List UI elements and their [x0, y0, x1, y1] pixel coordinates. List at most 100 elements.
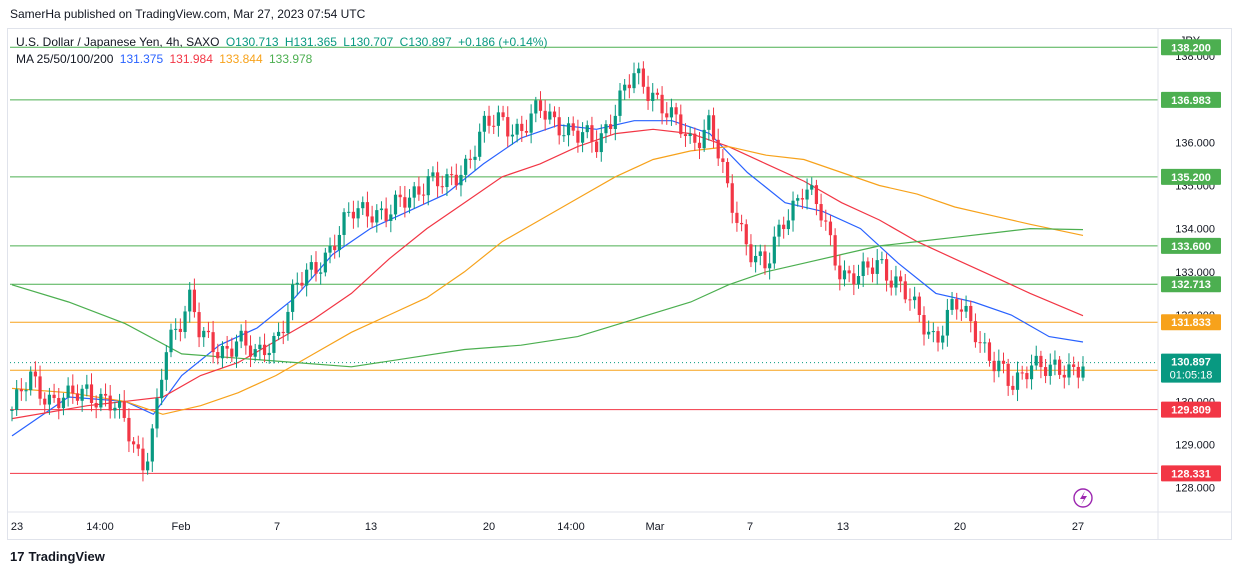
- candle-body: [440, 186, 444, 188]
- candle-body: [1067, 364, 1071, 378]
- candle-body: [749, 244, 753, 263]
- candle-body: [707, 115, 711, 130]
- level-tag-label: 138.200: [1171, 42, 1211, 54]
- candle-body: [15, 389, 19, 410]
- candle-body: [57, 398, 61, 409]
- candle-body: [983, 342, 987, 344]
- candle-body: [1062, 374, 1066, 378]
- brand-label: TradingView: [28, 549, 105, 564]
- ma25-value: 131.375: [119, 52, 164, 66]
- candle-body: [730, 183, 734, 213]
- candle-body: [1025, 373, 1029, 380]
- candle-body: [880, 259, 884, 261]
- candle-body: [393, 194, 398, 215]
- candle-body: [899, 276, 903, 282]
- candle-body: [566, 123, 571, 136]
- candle-body: [43, 398, 47, 405]
- candle-body: [959, 309, 964, 312]
- candle-body: [1058, 359, 1062, 375]
- flash-icon: [1073, 488, 1093, 508]
- tradingview-logo-icon: 17: [10, 549, 25, 564]
- candle-body: [992, 360, 996, 372]
- candle-body: [342, 212, 346, 235]
- candle-body: [478, 131, 482, 157]
- candle-body: [754, 255, 758, 263]
- candle-body: [192, 289, 196, 313]
- candle-body: [1034, 355, 1038, 366]
- candle-body: [136, 444, 140, 449]
- candle-body: [945, 309, 949, 336]
- tradingview-brand[interactable]: 17 TradingView: [10, 549, 105, 564]
- candle-body: [188, 289, 192, 312]
- x-tick-label: 27: [1072, 521, 1084, 533]
- candle-body: [856, 276, 861, 285]
- candle-body: [47, 394, 52, 405]
- candle-body: [632, 73, 636, 89]
- candle-body: [538, 100, 543, 111]
- candle-body: [739, 222, 744, 225]
- candle-body: [225, 346, 229, 349]
- ma50-value: 131.984: [169, 52, 213, 66]
- candle-body: [164, 352, 168, 380]
- candle-body: [276, 331, 281, 336]
- candle-body: [492, 125, 496, 127]
- symbol-name[interactable]: U.S. Dollar / Japanese Yen, 4h, SAXO: [16, 35, 220, 49]
- x-tick-label: Feb: [172, 521, 191, 533]
- candle-body: [637, 68, 641, 74]
- candle-body: [660, 94, 664, 114]
- candle-body: [585, 125, 589, 133]
- candle-body: [426, 176, 430, 196]
- candle-body: [239, 330, 243, 342]
- candle-body: [936, 331, 940, 343]
- candle-body: [847, 270, 851, 274]
- candle-body: [309, 262, 313, 270]
- candle-body: [875, 260, 879, 274]
- candle-body: [459, 174, 463, 186]
- candle-body: [450, 174, 454, 176]
- candle-body: [702, 129, 706, 149]
- candle-body: [800, 198, 804, 200]
- candle-body: [852, 273, 856, 285]
- candle-body: [122, 401, 126, 418]
- candle-body: [183, 311, 187, 332]
- candle-body: [646, 86, 650, 101]
- candle-body: [262, 344, 267, 356]
- candle-body: [248, 345, 253, 357]
- x-tick-label: 23: [11, 521, 23, 533]
- candle-body: [973, 321, 978, 343]
- candle-body: [169, 329, 173, 353]
- candle-body: [117, 401, 122, 408]
- ma-label[interactable]: MA 25/50/100/200: [16, 52, 114, 66]
- candle-body: [950, 299, 954, 310]
- candle-body: [520, 123, 524, 131]
- candle-body: [230, 348, 234, 357]
- candle-body: [613, 115, 617, 130]
- candle-body: [735, 212, 739, 223]
- candle-body: [894, 276, 898, 288]
- candle-body: [861, 261, 865, 277]
- candle-body: [725, 161, 730, 184]
- candle-body: [763, 251, 767, 269]
- candle-body: [833, 235, 837, 266]
- candle-body: [987, 342, 992, 361]
- candle-body: [398, 194, 402, 198]
- candle-body: [604, 124, 608, 134]
- candle-body: [955, 299, 959, 310]
- candle-body: [814, 185, 819, 205]
- candle-body: [688, 133, 692, 137]
- candle-body: [319, 272, 323, 274]
- candle-body: [562, 135, 566, 137]
- candle-body: [417, 186, 421, 195]
- candles: [10, 61, 1085, 482]
- candle-body: [557, 117, 561, 136]
- candle-body: [403, 197, 407, 208]
- candle-body: [510, 134, 515, 137]
- candle-body: [206, 330, 211, 333]
- candle-body: [29, 371, 33, 391]
- candle-body: [838, 265, 842, 280]
- candle-body: [679, 114, 683, 135]
- candle-body: [665, 113, 669, 118]
- candle-body: [1020, 372, 1024, 374]
- candle-body: [52, 394, 56, 399]
